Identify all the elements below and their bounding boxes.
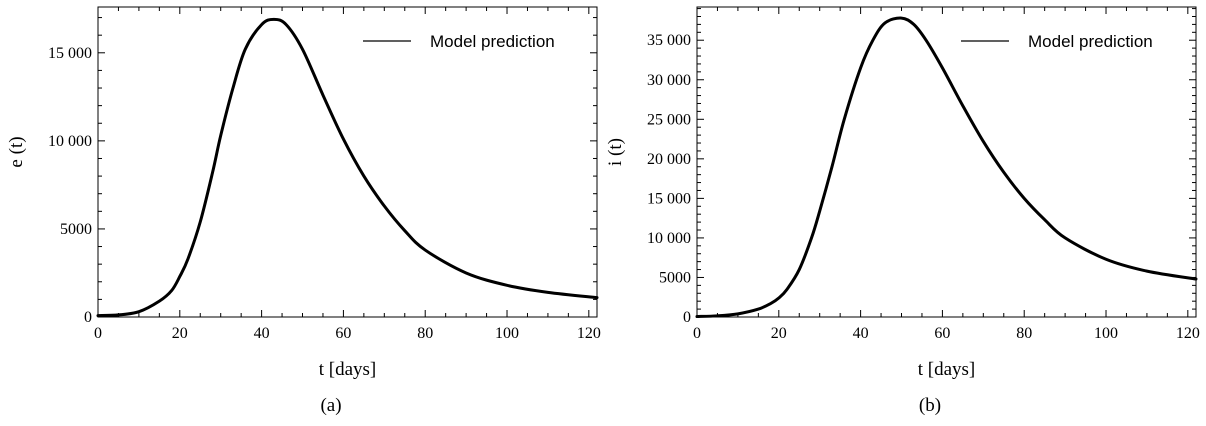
panel-b-plot-frame bbox=[696, 6, 1197, 318]
panel-b-y-tick-label: 25 000 bbox=[647, 111, 691, 128]
panel-a-caption: (a) bbox=[320, 395, 341, 416]
panel-a-x-tick-label: 0 bbox=[94, 325, 102, 342]
panel-a-plot-frame bbox=[97, 6, 598, 318]
panel-b-x-tick-label: 20 bbox=[771, 325, 787, 342]
panel-b-y-tick-label: 35 000 bbox=[647, 32, 691, 49]
panel-b-x-tick-label: 60 bbox=[934, 325, 950, 342]
panel-a-x-axis-title: t [days] bbox=[319, 359, 377, 380]
panel-b-x-tick-label: 80 bbox=[1016, 325, 1032, 342]
panel-b-legend-label: Model prediction bbox=[1028, 32, 1153, 51]
panel-a-legend-label: Model prediction bbox=[430, 32, 555, 51]
panel-b-y-tick-label: 20 000 bbox=[647, 151, 691, 168]
panel-a-chart: 0 20 40 60 80 100 120 0 5000 10 000 15 000 t [days]… bbox=[6, 6, 601, 416]
panel-a-x-tick-label: 120 bbox=[577, 325, 601, 342]
panel-b-y-tick-label: 5000 bbox=[659, 269, 691, 286]
panel-a-series-line-model-prediction bbox=[96, 17, 599, 318]
panel-b-x-tick-label: 100 bbox=[1094, 325, 1118, 342]
panel-a-x-tick-label: 80 bbox=[417, 325, 433, 342]
panel-a-y-tick-label: 0 bbox=[84, 309, 92, 326]
panel-a-x-tick-label: 100 bbox=[495, 325, 519, 342]
panel-b-caption: (b) bbox=[919, 395, 941, 416]
panel-a-y-tick-label: 5000 bbox=[60, 221, 92, 238]
panel-a-y-tick-label: 15 000 bbox=[48, 45, 92, 62]
panel-b-x-tick-label: 40 bbox=[853, 325, 869, 342]
panel-a-x-tick-label: 20 bbox=[172, 325, 188, 342]
panel-a-x-tick-label: 60 bbox=[335, 325, 351, 342]
panel-b-x-tick-label: 120 bbox=[1176, 325, 1200, 342]
panel-a-x-tick-label: 40 bbox=[254, 325, 270, 342]
panel-a-y-axis-title: e (t) bbox=[6, 136, 27, 167]
panel-b-x-axis-title: t [days] bbox=[918, 359, 976, 380]
panel-b-x-tick-label: 0 bbox=[693, 325, 701, 342]
panel-b-chart: 0 20 40 60 80 100 120 0 5000 10 000 15 000 20 000 25… bbox=[605, 6, 1200, 416]
panel-a-y-tick-label: 10 000 bbox=[48, 133, 92, 150]
panel-b-y-tick-label: 15 000 bbox=[647, 190, 691, 207]
panel-b-y-tick-label: 30 000 bbox=[647, 72, 691, 89]
panel-b-y-axis-title: i (t) bbox=[605, 138, 626, 166]
panel-b-y-tick-label: 0 bbox=[683, 309, 691, 326]
panel-b-y-tick-label: 10 000 bbox=[647, 230, 691, 247]
panel-b-series-line-model-prediction bbox=[695, 16, 1198, 319]
